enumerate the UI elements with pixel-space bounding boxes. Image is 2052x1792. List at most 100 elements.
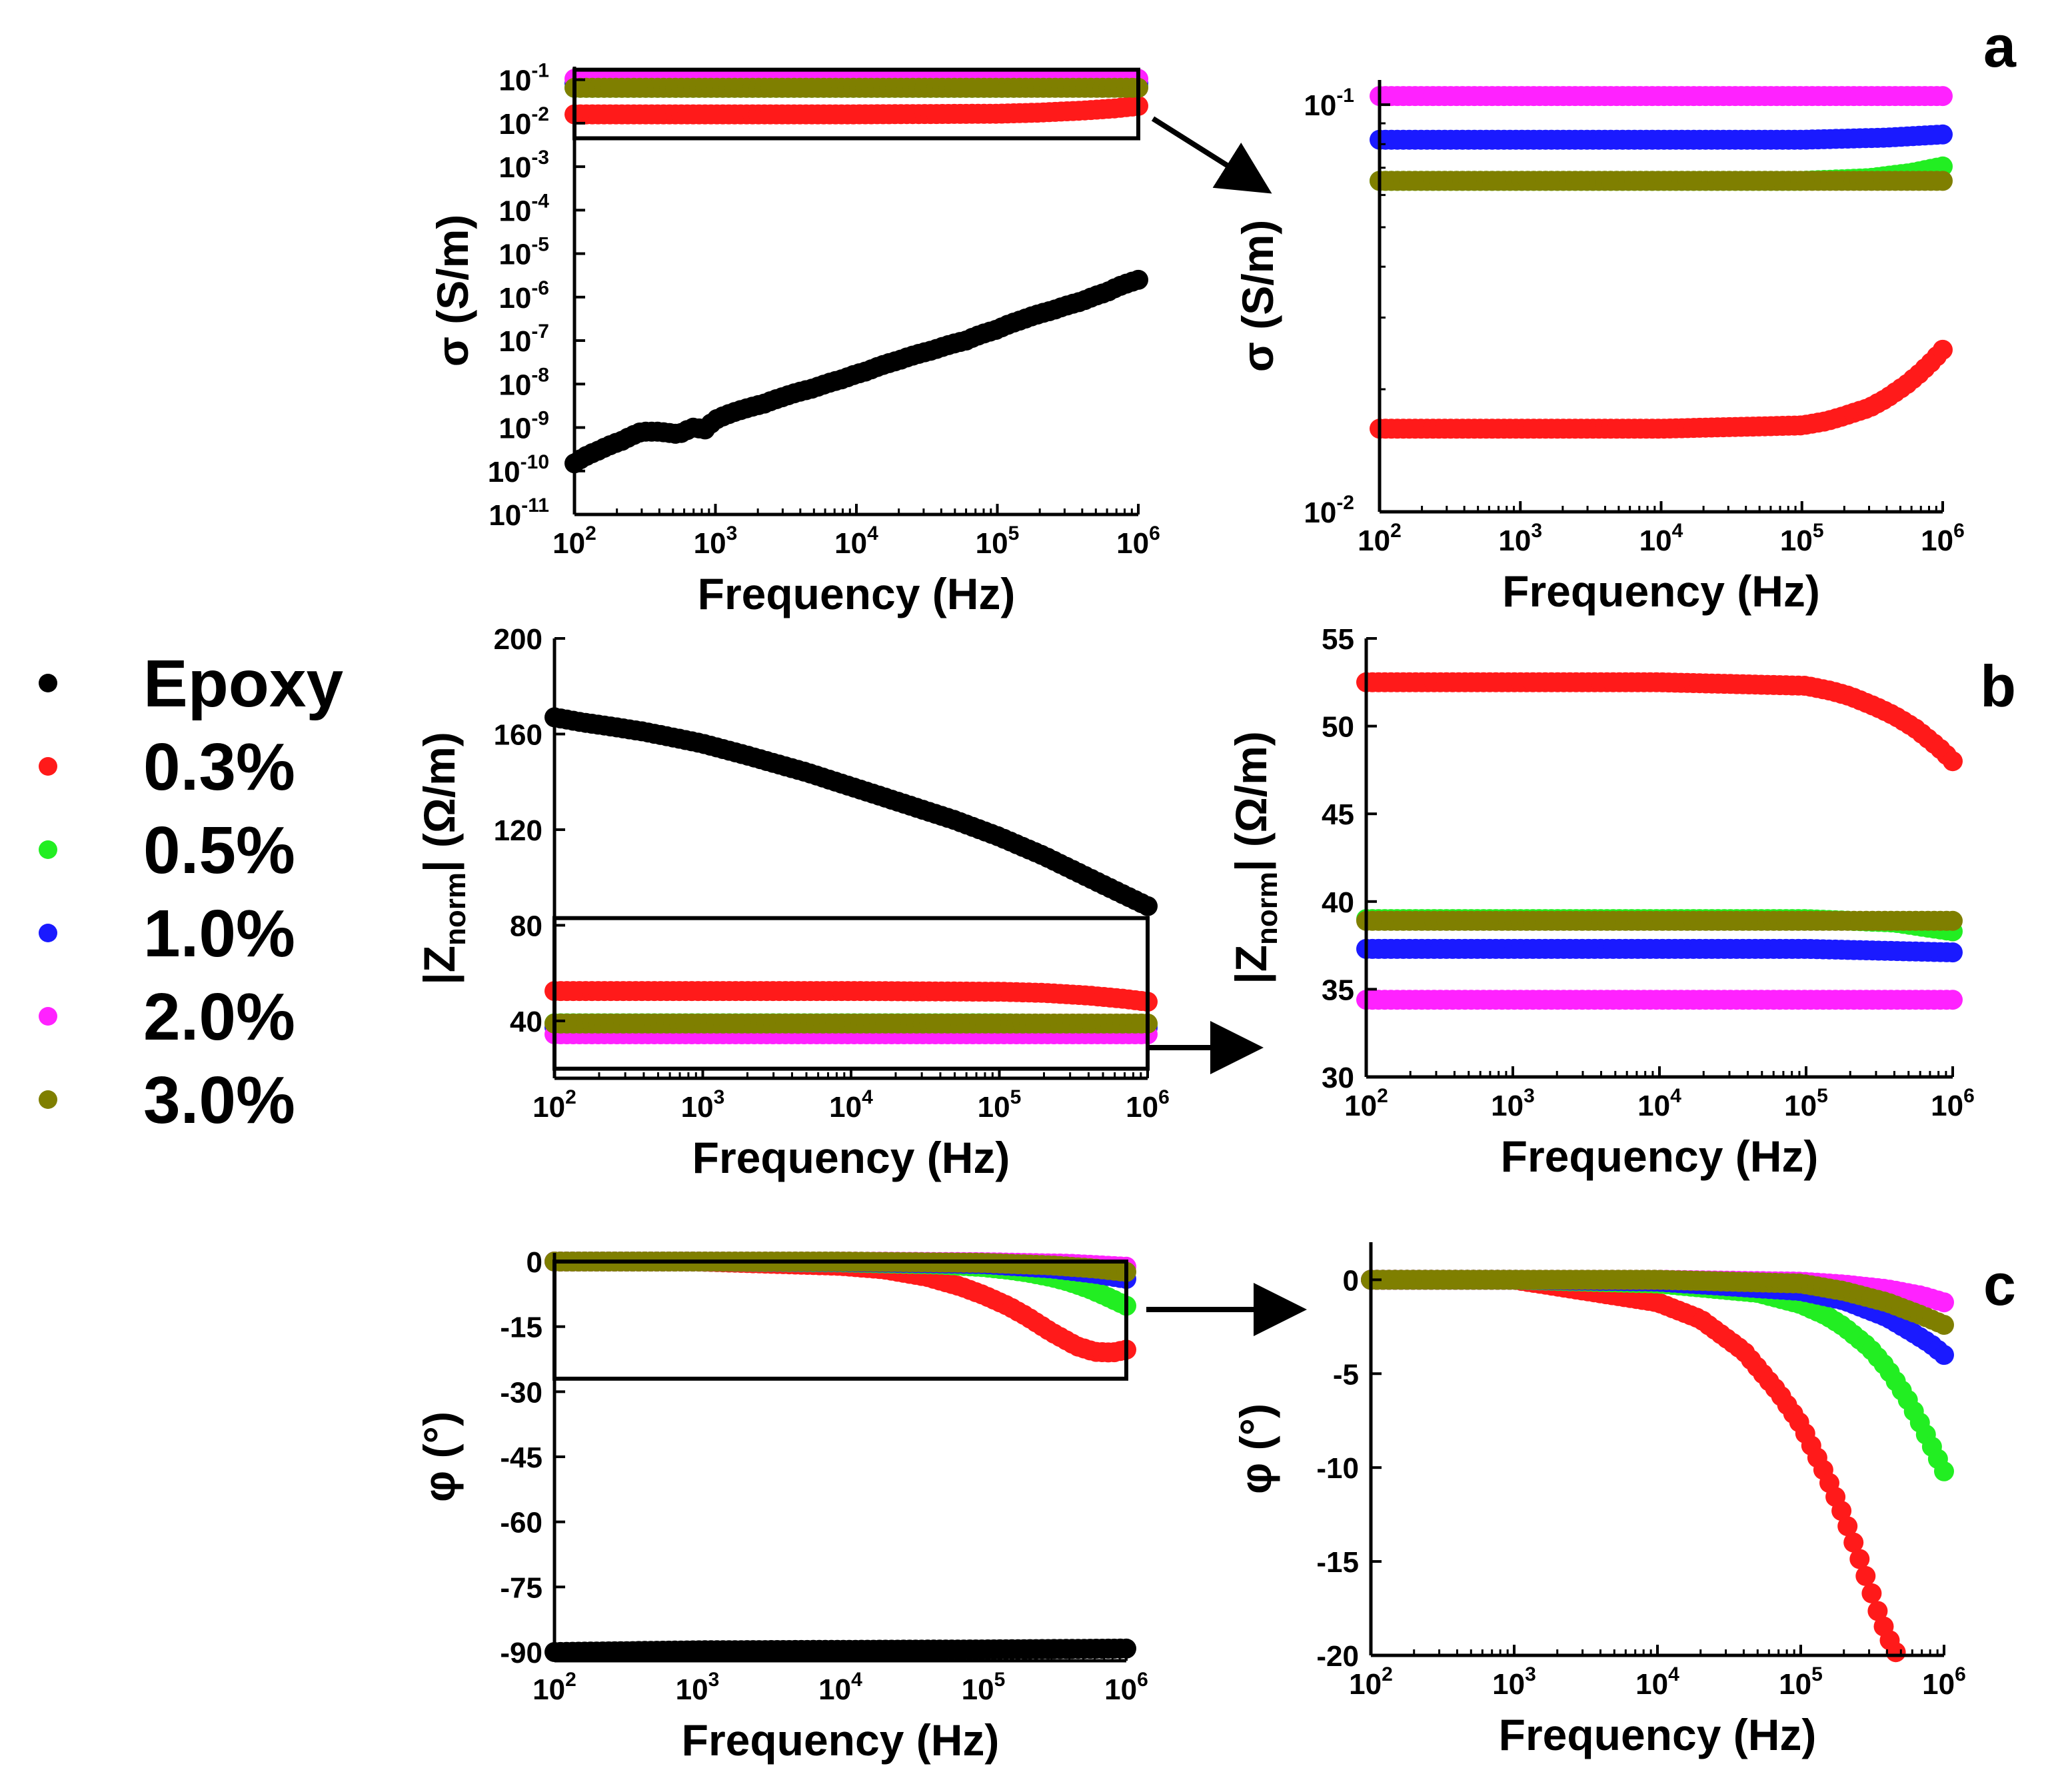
- point-0.3%-82: [1855, 1565, 1876, 1586]
- y-axis-title: |Znorm| (Ω/m): [415, 732, 472, 984]
- x-tick-label: 105: [962, 1669, 1006, 1706]
- point-0.3%-80: [1843, 1532, 1864, 1553]
- x-tick-label: 106: [1921, 520, 1965, 557]
- series-3.0%: [1370, 171, 1953, 191]
- chart-b-left: 102 103 104 105 106 200 160 120 80 40 Frequency (H…: [415, 623, 1170, 1182]
- y-tick-label: -20: [1316, 1640, 1359, 1673]
- chart-c-left: 102 103 104 105 106 0 -15 -30 -45 -60 -75 -90 Freque…: [415, 1246, 1148, 1765]
- point-3.0%-95: [1934, 1315, 1954, 1335]
- y-tick-label: -30: [500, 1376, 542, 1409]
- y-tick-label: -60: [500, 1507, 542, 1539]
- point-Epoxy-95: [1128, 269, 1148, 290]
- series-3.0%: [544, 1013, 1158, 1034]
- series-3.0%: [564, 77, 1148, 98]
- series-2.0%: [1356, 990, 1963, 1010]
- point-0.3%-79: [1837, 1516, 1858, 1537]
- legend-label-1-0: 1.0%: [143, 896, 295, 971]
- x-tick-label: 102: [1344, 1085, 1388, 1122]
- x-tick-label: 103: [1491, 1085, 1535, 1122]
- legend: Epoxy 0.3% 0.5% 1.0% 2.0% 3.0%: [39, 646, 343, 1138]
- x-tick-label: 104: [1637, 1085, 1681, 1122]
- series-1.0%: [1370, 124, 1953, 150]
- x-axis-title: Frequency (Hz): [1502, 566, 1820, 616]
- point-Epoxy-95: [1138, 896, 1158, 916]
- x-tick-label: 106: [1104, 1669, 1148, 1706]
- y-tick-label: 80: [510, 910, 542, 942]
- x-axis-title: Frequency (Hz): [698, 569, 1016, 618]
- y-tick-label: 10-8: [499, 364, 549, 401]
- panel-letter-a: a: [1983, 13, 2017, 79]
- point-Epoxy-95: [1116, 1638, 1136, 1659]
- legend-marker-1-0: [39, 924, 57, 942]
- zoom-box: [552, 1260, 1128, 1381]
- x-tick-label: 102: [552, 522, 596, 560]
- point-0.3%-83: [1861, 1583, 1882, 1603]
- y-tick-label: 10-5: [499, 234, 549, 271]
- point-1.0%-95: [1943, 942, 1963, 963]
- x-tick-label: 105: [1784, 1085, 1828, 1122]
- y-tick-label: -90: [500, 1637, 542, 1669]
- y-tick-label: 160: [494, 718, 542, 751]
- zoom-arrow-a: [1151, 116, 1272, 194]
- point-2.0%-95: [1943, 990, 1963, 1010]
- y-tick-label: 45: [1322, 798, 1354, 831]
- legend-marker-epoxy: [39, 674, 57, 692]
- x-tick-label: 106: [1116, 522, 1160, 560]
- x-tick-label: 105: [1779, 1663, 1823, 1701]
- point-3.0%-95: [1943, 910, 1963, 931]
- x-axis-title: Frequency (Hz): [1499, 1710, 1817, 1759]
- y-tick-label: 35: [1322, 974, 1354, 1006]
- x-tick-label: 106: [1931, 1085, 1975, 1122]
- series-3.0%: [1361, 1270, 1954, 1335]
- y-tick-label: 10-4: [499, 190, 549, 227]
- x-axis-title: Frequency (Hz): [682, 1715, 1000, 1765]
- point-3.0%-95: [1933, 171, 1953, 191]
- series-2.0%: [1370, 86, 1953, 107]
- panel-letter-c: c: [1983, 1252, 2016, 1318]
- series-0.3%: [1370, 339, 1953, 439]
- series-0.3%: [564, 95, 1148, 125]
- chart-c-right: 102 103 104 105 106 0 -5 -10 -15 -20 Frequency (Hz…: [1231, 1242, 1966, 1759]
- y-tick-label: 10-1: [499, 60, 549, 97]
- x-tick-label: 104: [1639, 520, 1683, 557]
- x-tick-label: 103: [681, 1086, 725, 1124]
- point-0.3%-95: [1943, 751, 1963, 772]
- x-tick-label: 106: [1922, 1663, 1966, 1701]
- y-tick-label: 0: [1343, 1264, 1359, 1297]
- series-0.3%: [1356, 672, 1963, 772]
- x-tick-label: 104: [834, 522, 878, 560]
- y-tick-label: 10-6: [499, 277, 549, 315]
- y-tick-label: -75: [500, 1571, 542, 1604]
- legend-marker-2-0: [39, 1007, 57, 1026]
- y-axis-title: |Znorm| (Ω/m): [1226, 731, 1284, 984]
- y-tick-label: -45: [500, 1441, 542, 1474]
- x-tick-label: 102: [1349, 1663, 1393, 1701]
- zoom-box: [572, 67, 1140, 141]
- zoom-box: [552, 916, 1150, 1071]
- y-axis-title: σ (S/m): [428, 215, 477, 367]
- point-0.3%-78: [1831, 1501, 1852, 1521]
- y-tick-label: 0: [526, 1246, 542, 1279]
- x-tick-label: 105: [976, 522, 1020, 560]
- point-0.3%-81: [1849, 1549, 1870, 1569]
- y-tick-label: 40: [510, 1006, 542, 1038]
- y-axis-title: φ (°): [415, 1411, 464, 1502]
- y-tick-label: 10-2: [1304, 492, 1354, 529]
- x-tick-label: 105: [1780, 520, 1824, 557]
- point-0.3%-95: [1933, 339, 1953, 360]
- x-tick-label: 106: [1126, 1086, 1170, 1124]
- y-tick-label: 10-10: [488, 451, 549, 488]
- y-tick-label: 55: [1322, 623, 1354, 656]
- x-tick-label: 104: [829, 1086, 873, 1124]
- x-tick-label: 103: [694, 522, 738, 560]
- legend-marker-3-0: [39, 1090, 57, 1109]
- series-0.3%: [544, 981, 1158, 1012]
- y-tick-label: 40: [1322, 886, 1354, 919]
- x-tick-label: 103: [1492, 1663, 1536, 1701]
- x-axis-title: Frequency (Hz): [692, 1133, 1010, 1182]
- legend-label-0-5: 0.5%: [143, 813, 295, 888]
- y-tick-label: -15: [500, 1312, 542, 1344]
- series-Epoxy: [544, 707, 1158, 916]
- y-tick-label: 50: [1322, 711, 1354, 744]
